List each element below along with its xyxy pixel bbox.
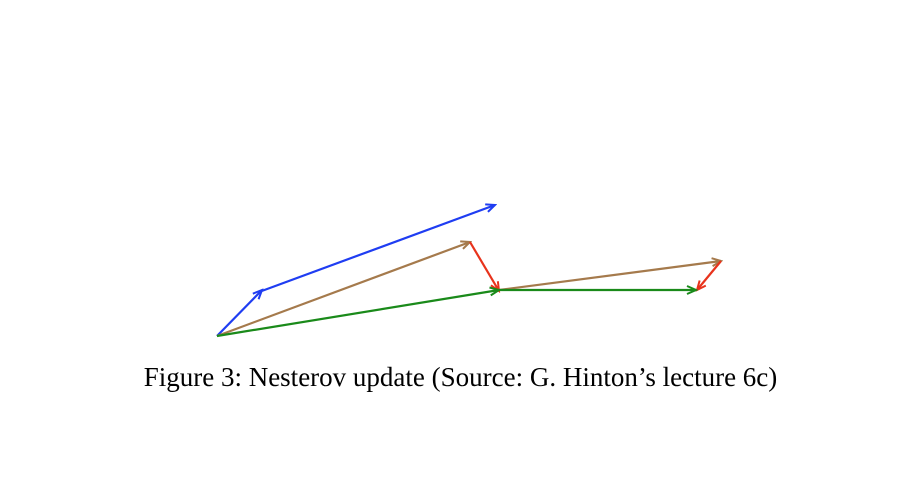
green-accumulated-arrow-1 [216, 290, 499, 338]
blue-small-arrow [216, 290, 262, 337]
red-correction-arrow-2 [697, 260, 722, 290]
red-correction-arrow-1 [469, 241, 499, 291]
figure-caption: Figure 3: Nesterov update (Source: G. Hi… [143, 362, 778, 392]
brown-jump-arrow-2 [498, 261, 721, 292]
brown-jump-arrow-1 [216, 242, 470, 338]
blue-big-arrow [258, 205, 495, 294]
nesterov-vector-diagram [216, 0, 921, 338]
